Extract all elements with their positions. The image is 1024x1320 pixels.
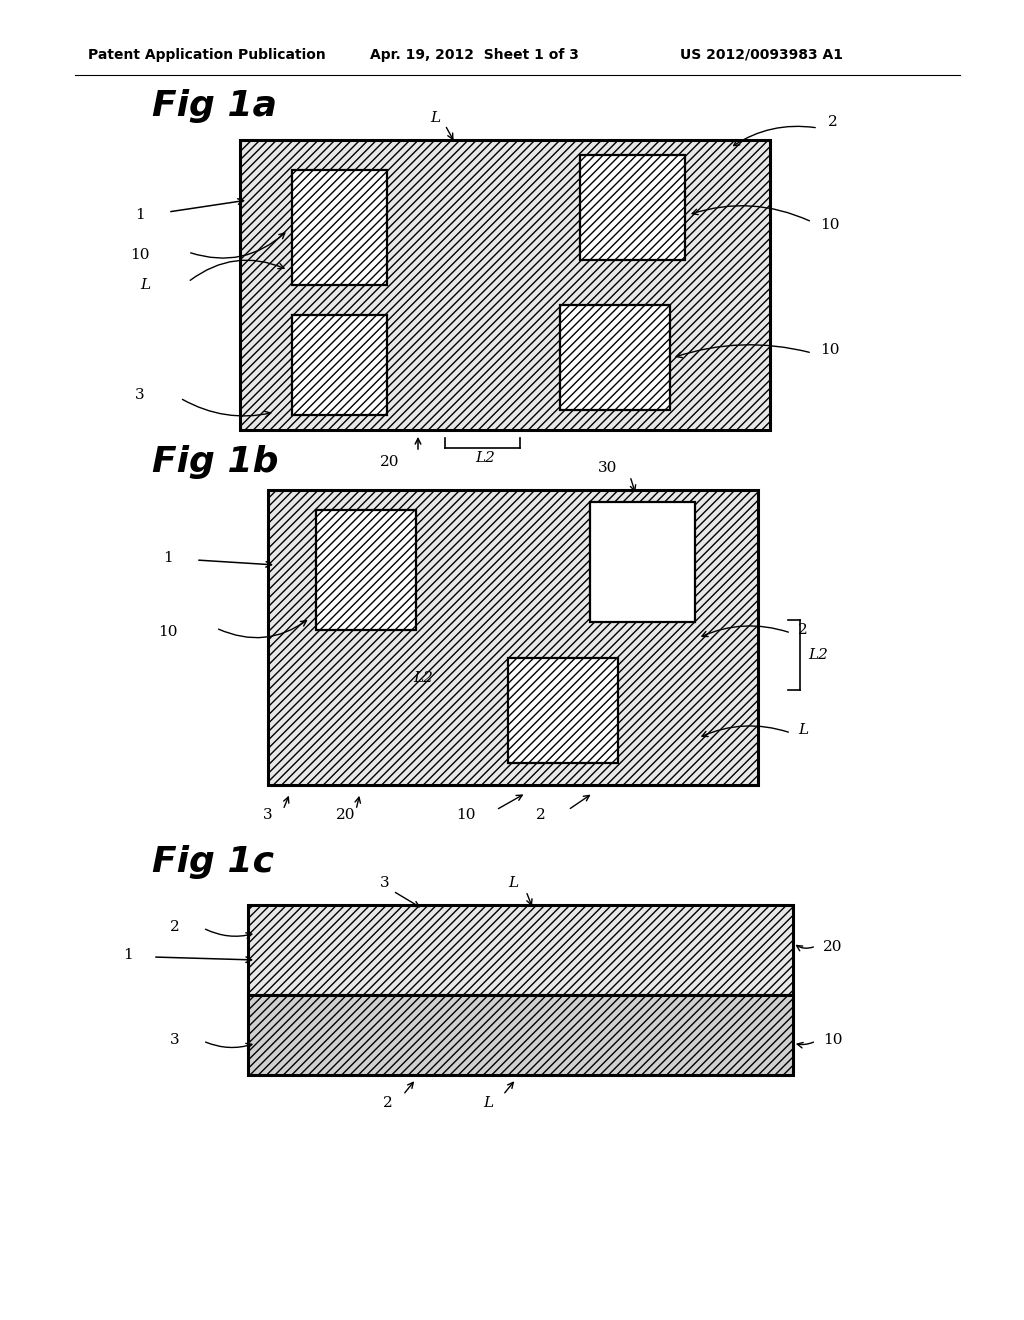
Text: 30: 30 bbox=[598, 461, 617, 475]
Text: L: L bbox=[798, 723, 808, 737]
Bar bbox=[560, 305, 670, 411]
Bar bbox=[580, 154, 685, 260]
Text: Apr. 19, 2012  Sheet 1 of 3: Apr. 19, 2012 Sheet 1 of 3 bbox=[370, 48, 579, 62]
Text: L: L bbox=[483, 1096, 494, 1110]
Bar bbox=[316, 510, 416, 630]
Text: 3: 3 bbox=[380, 876, 389, 890]
Text: US 2012/0093983 A1: US 2012/0093983 A1 bbox=[680, 48, 843, 62]
Text: 3: 3 bbox=[263, 808, 272, 822]
Text: 10: 10 bbox=[820, 343, 840, 356]
Text: L: L bbox=[430, 111, 440, 125]
Bar bbox=[292, 170, 387, 285]
Bar bbox=[268, 490, 758, 785]
Text: 10: 10 bbox=[823, 1034, 843, 1047]
Text: Fig 1b: Fig 1b bbox=[152, 445, 279, 479]
Bar bbox=[292, 315, 387, 414]
Text: 1: 1 bbox=[123, 948, 133, 962]
Text: Fig 1a: Fig 1a bbox=[152, 88, 278, 123]
Text: 10: 10 bbox=[130, 248, 150, 261]
Text: 20: 20 bbox=[336, 808, 355, 822]
Text: 10: 10 bbox=[456, 808, 475, 822]
Text: 10: 10 bbox=[159, 624, 178, 639]
Text: 2: 2 bbox=[536, 808, 546, 822]
Text: L2: L2 bbox=[413, 671, 433, 685]
Text: L: L bbox=[508, 876, 518, 890]
Text: Patent Application Publication: Patent Application Publication bbox=[88, 48, 326, 62]
Text: 2: 2 bbox=[170, 920, 180, 935]
Bar bbox=[240, 140, 770, 430]
Text: Fig 1c: Fig 1c bbox=[152, 845, 274, 879]
Text: 1: 1 bbox=[135, 209, 144, 222]
Text: 20: 20 bbox=[823, 940, 843, 954]
Text: 2: 2 bbox=[828, 115, 838, 129]
Text: 20: 20 bbox=[380, 455, 399, 469]
Text: L2: L2 bbox=[475, 451, 495, 465]
Bar bbox=[590, 502, 695, 622]
Text: 10: 10 bbox=[820, 218, 840, 232]
Text: 3: 3 bbox=[135, 388, 144, 403]
Bar bbox=[248, 906, 793, 995]
Bar bbox=[248, 995, 793, 1074]
Text: 3: 3 bbox=[170, 1034, 179, 1047]
Text: L2: L2 bbox=[808, 648, 827, 663]
Bar bbox=[508, 657, 618, 763]
Text: 2: 2 bbox=[383, 1096, 393, 1110]
Text: 2: 2 bbox=[798, 623, 808, 638]
Text: 1: 1 bbox=[163, 550, 173, 565]
Text: L: L bbox=[140, 279, 150, 292]
